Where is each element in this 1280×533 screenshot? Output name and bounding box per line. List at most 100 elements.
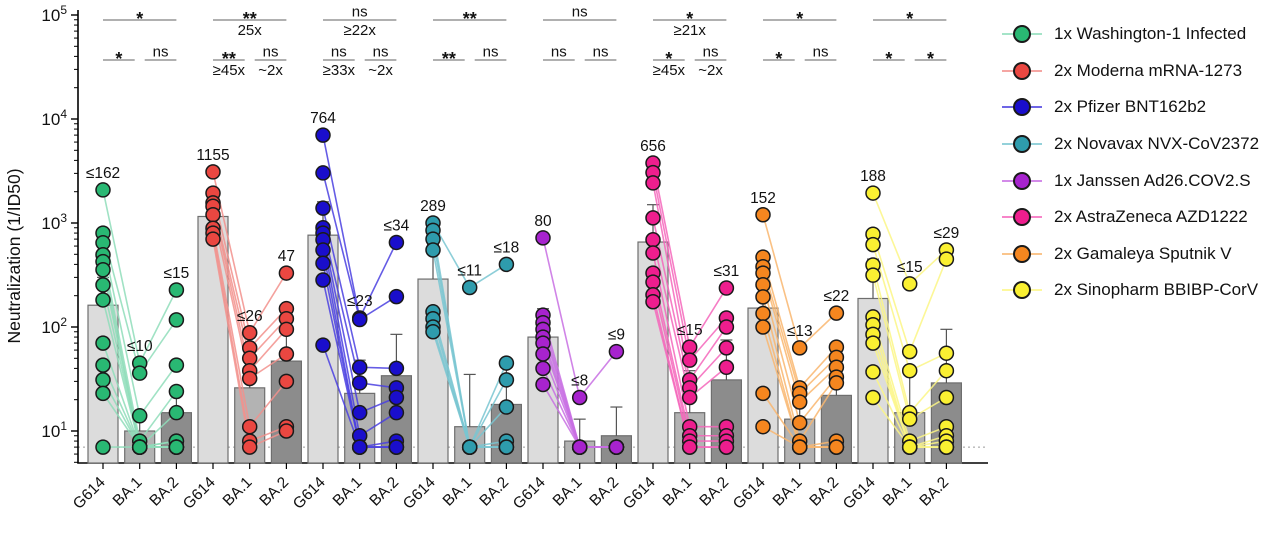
sig-ba1-ba2-label: ns <box>703 44 719 61</box>
gmt-value-label: ≤162 <box>86 165 120 182</box>
data-point <box>865 236 881 253</box>
vaccine-group-7: 152 ≤13 ≤22 * * ns G614 BA.1 BA.2 <box>730 9 853 513</box>
x-tick-label: G614 <box>400 474 439 513</box>
sig-g614-ba1-label: * <box>665 49 672 69</box>
data-point <box>645 293 661 310</box>
gmt-value-label: ≤22 <box>824 288 850 305</box>
gmt-value-label: ≤23 <box>347 293 373 310</box>
data-point <box>755 385 771 402</box>
data-point <box>168 357 185 373</box>
vaccine-group-5: 80 ≤8 ≤9 ns ns ns G614 BA.1 BA.2 <box>510 4 633 513</box>
x-tick-label: BA.1 <box>440 474 476 510</box>
vaccine-group-1: ≤162 ≤10 ≤15 * * ns G614 BA.1 BA.2 <box>70 9 192 513</box>
gmt-value-label: ≤15 <box>897 259 923 276</box>
legend-item-moderna: 2x Moderna mRNA-1273 <box>1002 53 1278 90</box>
sig-overall-fold-label: ≥21x <box>673 22 706 39</box>
sig-ba1-ba2-label: ns <box>813 44 829 61</box>
data-point <box>351 359 368 376</box>
x-tick-label: BA.2 <box>366 474 402 510</box>
x-tick-label: BA.2 <box>586 474 622 510</box>
data-point <box>461 439 478 455</box>
x-tick-label: BA.2 <box>696 474 732 510</box>
data-point <box>901 411 918 427</box>
x-tick-label: G614 <box>70 474 109 513</box>
sig-g614-ba1-fold-label: ≥33x <box>323 62 356 79</box>
gmt-value-label: ≤29 <box>934 225 960 242</box>
data-point <box>278 346 295 362</box>
sig-overall-label: * <box>686 9 693 29</box>
legend-marker <box>1002 98 1042 117</box>
data-point <box>645 274 661 290</box>
data-point <box>718 319 735 335</box>
data-point <box>681 339 698 355</box>
gmt-value-label: 764 <box>310 110 336 127</box>
gmt-value-label: ≤15 <box>677 322 703 339</box>
sig-ba1-ba2-label: ns <box>483 44 499 61</box>
data-point <box>278 265 295 281</box>
data-point <box>278 423 295 439</box>
sig-g614-ba1-label: * <box>775 49 782 69</box>
gmt-value-label: 80 <box>534 213 552 230</box>
data-point <box>791 394 808 410</box>
gmt-value-label: 656 <box>640 138 666 155</box>
data-point <box>95 292 111 308</box>
data-point <box>95 277 111 293</box>
sig-overall-fold-label: ≥22x <box>343 22 376 39</box>
data-point <box>315 127 331 143</box>
data-point <box>168 439 185 455</box>
data-point <box>205 207 221 223</box>
gmt-value-label: 289 <box>420 198 446 215</box>
data-point <box>95 182 111 198</box>
sig-g614-ba1-fold-label: ≥45x <box>653 62 686 79</box>
legend-marker <box>1002 244 1042 263</box>
sig-overall-label: ns <box>352 4 368 21</box>
data-point <box>168 383 185 400</box>
x-tick-label: BA.2 <box>146 474 182 510</box>
gmt-value-label: ≤26 <box>237 308 263 325</box>
x-tick-label: BA.2 <box>916 474 952 510</box>
gmt-value-label: ≤34 <box>384 217 410 234</box>
data-point <box>278 321 295 338</box>
legend-marker <box>1002 171 1042 190</box>
data-point <box>681 352 698 368</box>
data-point <box>388 360 405 377</box>
data-point <box>938 251 955 267</box>
data-point <box>718 359 735 376</box>
legend-label: 2x Gamaleya Sputnik V <box>1054 243 1232 263</box>
x-tick-label: G614 <box>840 474 879 513</box>
sig-g614-ba1-label: ns <box>551 44 567 61</box>
data-point <box>241 439 258 455</box>
data-point <box>571 439 588 455</box>
x-tick-label: G614 <box>290 474 329 513</box>
legend-item-janssen: 1x Janssen Ad26.COV2.S <box>1002 162 1278 199</box>
data-point <box>131 439 148 455</box>
legend-item-washington: 1x Washington-1 Infected <box>1002 16 1278 53</box>
data-point <box>755 289 771 305</box>
legend-label: 2x Sinopharm BBIBP-CorV <box>1054 280 1259 300</box>
gmt-value-label: ≤15 <box>164 265 190 282</box>
data-point <box>938 439 955 455</box>
data-point <box>168 312 185 328</box>
data-point <box>95 262 111 278</box>
gmt-value-label: ≤8 <box>571 372 588 389</box>
sig-ba1-ba2-fold-label: ~2x <box>698 62 723 79</box>
vaccine-group-8: 188 ≤15 ≤29 * * * G614 BA.1 BA.2 <box>840 9 963 513</box>
data-point <box>461 279 478 296</box>
data-point <box>865 389 881 406</box>
data-point <box>315 242 331 258</box>
data-point <box>131 408 148 424</box>
data-point <box>315 337 331 353</box>
x-tick-label: BA.1 <box>770 474 806 510</box>
gmt-value-label: 152 <box>750 190 776 207</box>
data-point <box>498 372 515 388</box>
vaccine-group-4: 289 ≤11 ≤18 ** ** ns G614 BA.1 BA.2 <box>400 9 522 513</box>
y-tick-label: 104 <box>41 107 67 129</box>
gmt-value-label: ≤11 <box>457 262 482 279</box>
data-point <box>718 439 735 455</box>
x-tick-label: G614 <box>620 474 659 513</box>
x-tick-label: BA.1 <box>880 474 916 510</box>
data-point <box>388 439 405 455</box>
